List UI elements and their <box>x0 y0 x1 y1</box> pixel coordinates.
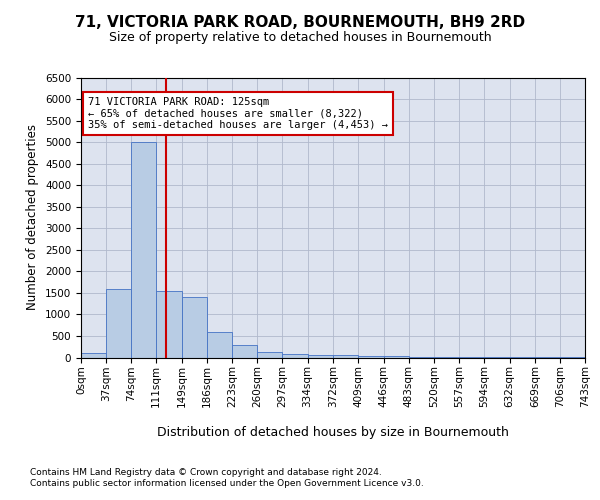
Y-axis label: Number of detached properties: Number of detached properties <box>26 124 40 310</box>
Text: 71, VICTORIA PARK ROAD, BOURNEMOUTH, BH9 2RD: 71, VICTORIA PARK ROAD, BOURNEMOUTH, BH9… <box>75 15 525 30</box>
Bar <box>308 354 334 358</box>
Bar <box>182 297 207 358</box>
Bar <box>283 354 308 358</box>
Bar <box>156 290 182 358</box>
Bar <box>207 332 232 357</box>
Bar <box>131 142 156 358</box>
Bar <box>232 346 257 358</box>
Bar <box>358 356 383 358</box>
Bar <box>257 352 283 358</box>
Text: Contains public sector information licensed under the Open Government Licence v3: Contains public sector information licen… <box>30 479 424 488</box>
Bar <box>81 353 106 358</box>
Text: 71 VICTORIA PARK ROAD: 125sqm
← 65% of detached houses are smaller (8,322)
35% o: 71 VICTORIA PARK ROAD: 125sqm ← 65% of d… <box>88 97 388 130</box>
Text: Contains HM Land Registry data © Crown copyright and database right 2024.: Contains HM Land Registry data © Crown c… <box>30 468 382 477</box>
Bar <box>383 356 409 358</box>
Bar <box>334 356 358 358</box>
Text: Distribution of detached houses by size in Bournemouth: Distribution of detached houses by size … <box>157 426 509 439</box>
Bar <box>106 288 131 358</box>
Text: Size of property relative to detached houses in Bournemouth: Size of property relative to detached ho… <box>109 32 491 44</box>
